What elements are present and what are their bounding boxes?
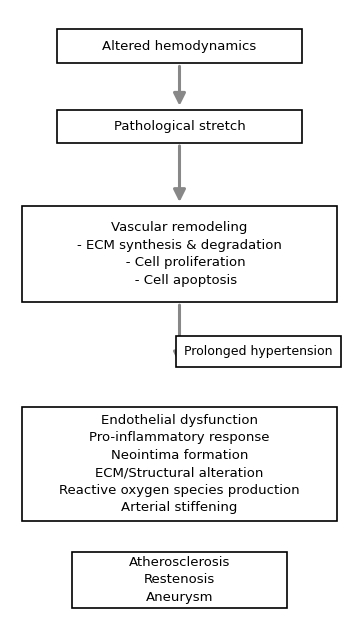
FancyBboxPatch shape	[72, 552, 287, 608]
FancyBboxPatch shape	[22, 206, 337, 302]
Text: Endothelial dysfunction
Pro-inflammatory response
Neointima formation
ECM/Struct: Endothelial dysfunction Pro-inflammatory…	[59, 414, 300, 514]
Text: Pathological stretch: Pathological stretch	[114, 120, 245, 133]
Text: Vascular remodeling
- ECM synthesis & degradation
   - Cell proliferation
   - C: Vascular remodeling - ECM synthesis & de…	[77, 222, 282, 287]
FancyBboxPatch shape	[57, 109, 302, 143]
Text: Prolonged hypertension: Prolonged hypertension	[184, 345, 333, 358]
FancyBboxPatch shape	[57, 29, 302, 63]
FancyBboxPatch shape	[22, 407, 337, 521]
FancyBboxPatch shape	[176, 336, 341, 367]
Text: Atherosclerosis
Restenosis
Aneurysm: Atherosclerosis Restenosis Aneurysm	[129, 556, 230, 604]
Text: Altered hemodynamics: Altered hemodynamics	[102, 39, 257, 53]
